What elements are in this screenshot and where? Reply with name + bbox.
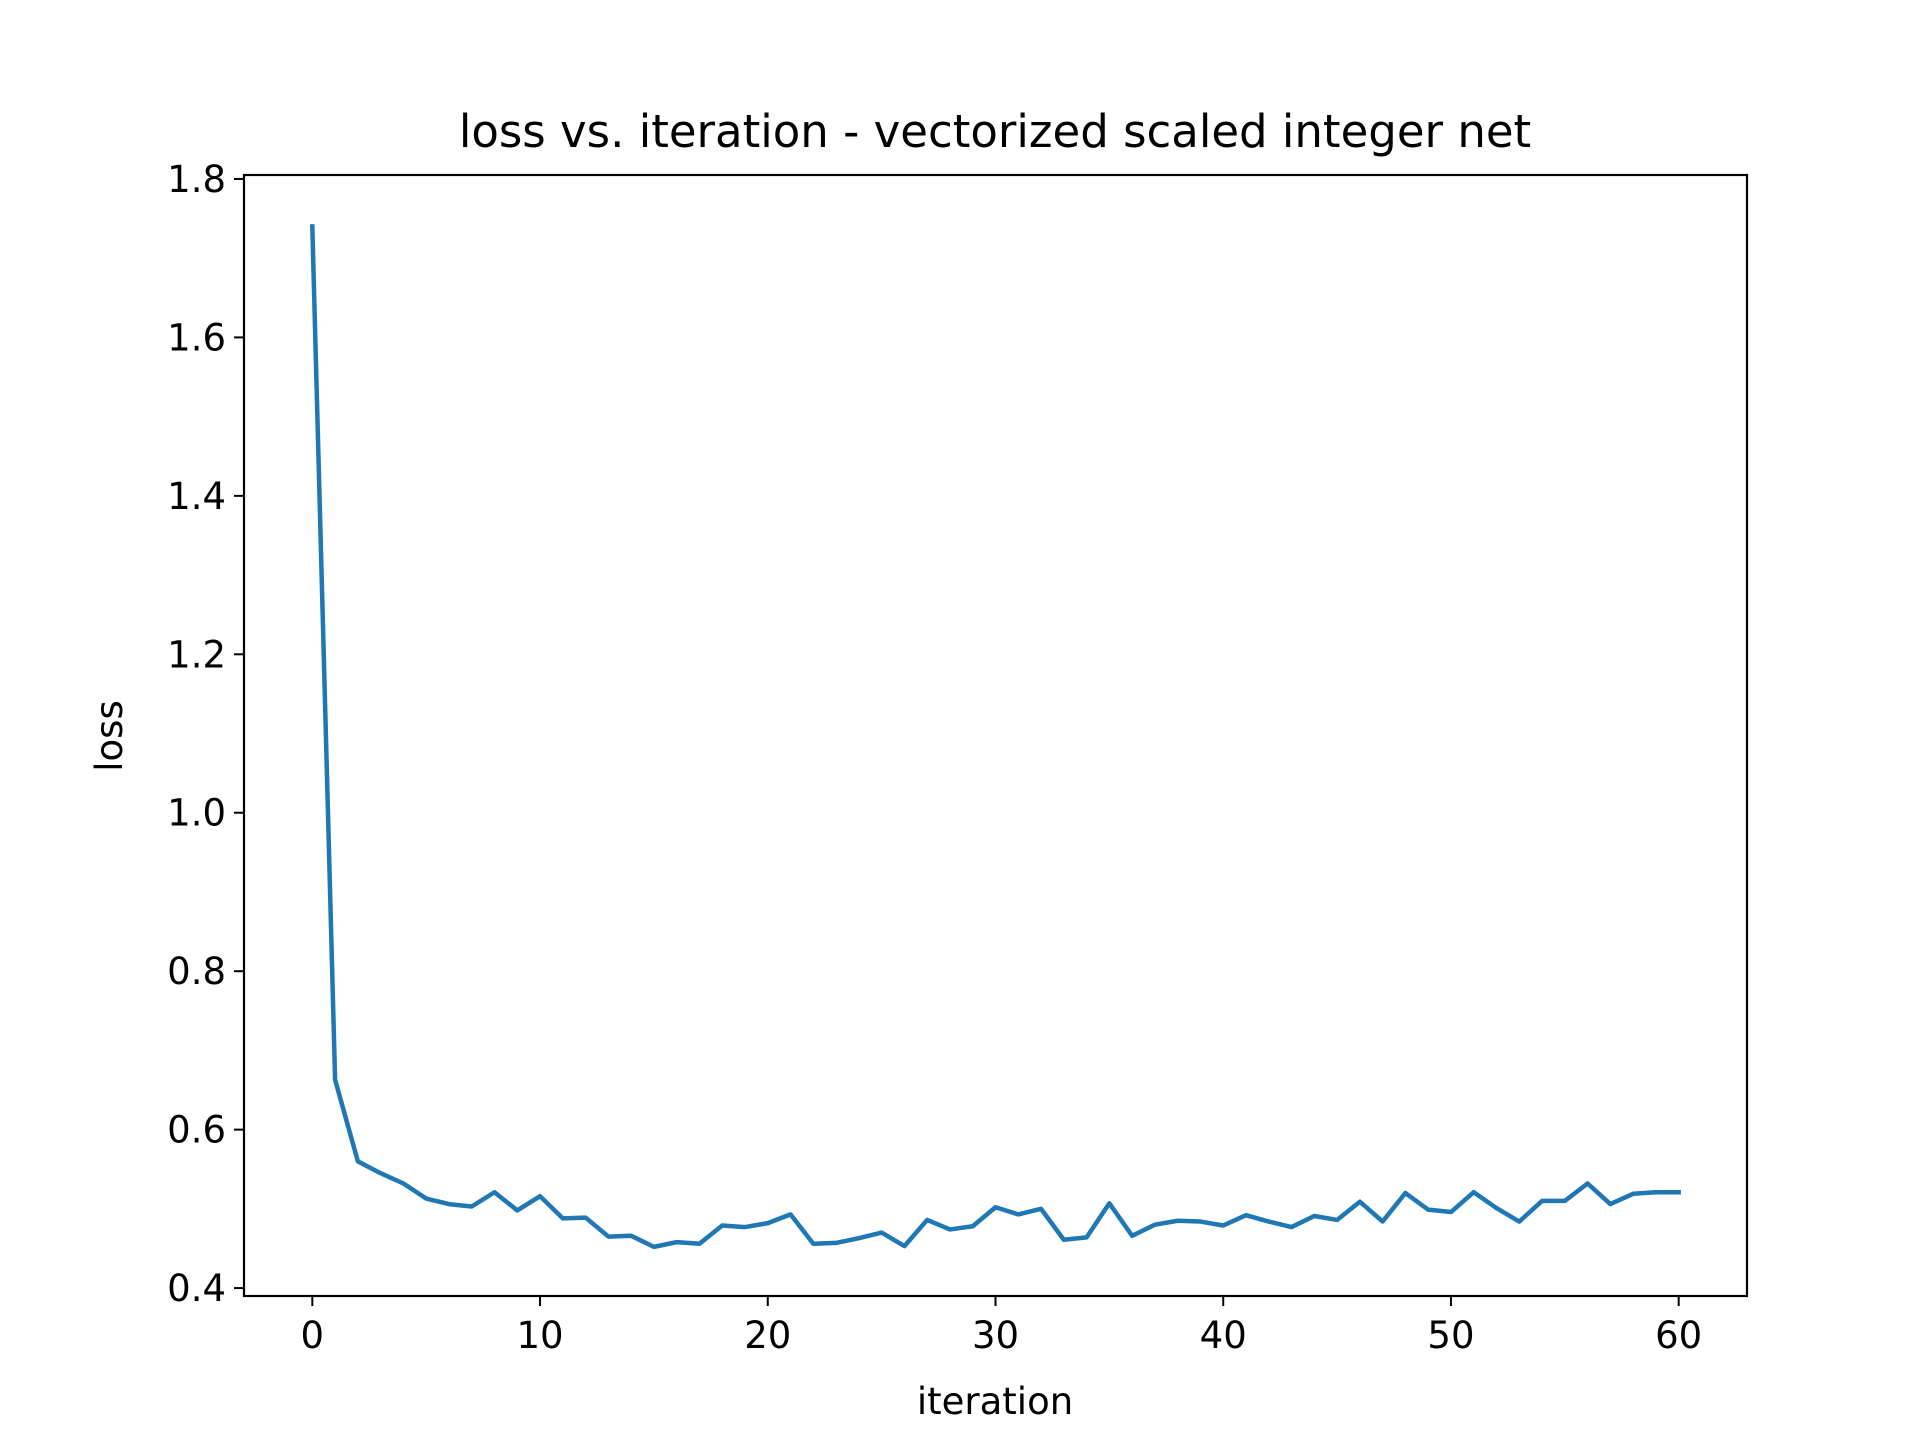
x-tick-label: 20: [744, 1314, 791, 1357]
x-tick-label: 0: [301, 1314, 325, 1357]
y-tick-label: 1.6: [167, 316, 226, 359]
x-tick-label: 10: [516, 1314, 563, 1357]
x-axis-ticks: 0 10 20 30 40 50 60: [301, 1296, 1702, 1357]
x-tick-label: 50: [1427, 1314, 1474, 1357]
y-tick-label: 0.4: [167, 1267, 226, 1310]
y-tick-label: 1.4: [167, 475, 226, 518]
x-tick-label: 30: [972, 1314, 1019, 1357]
y-tick-label: 1.2: [167, 633, 226, 676]
series-line-loss: [310, 224, 1681, 1250]
y-tick-label: 1.8: [167, 158, 226, 201]
chart-title: loss vs. iteration - vectorized scaled i…: [459, 105, 1531, 158]
x-tick-label: 60: [1655, 1314, 1702, 1357]
plot-area-frame: [242, 173, 1749, 1298]
y-tick-label: 1.0: [167, 792, 226, 835]
y-tick-label: 0.8: [167, 950, 226, 993]
x-tick-label: 40: [1200, 1314, 1247, 1357]
series-layer: [310, 224, 1681, 1250]
y-axis-ticks: 0.4 0.6 0.8 1.0 1.2 1.4 1.6 1.8: [167, 158, 244, 1310]
y-tick-label: 0.6: [167, 1109, 226, 1152]
y-axis-label: loss: [88, 700, 131, 771]
x-axis-label: iteration: [917, 1380, 1073, 1423]
